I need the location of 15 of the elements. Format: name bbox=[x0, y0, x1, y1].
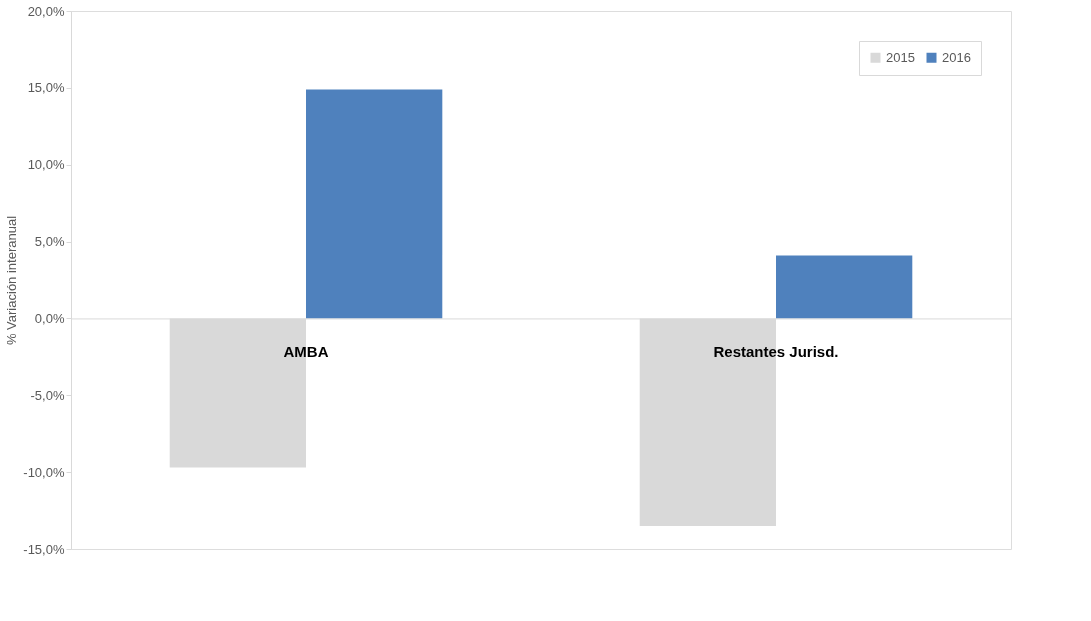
y-tick-label: -15,0% bbox=[23, 541, 65, 557]
legend-label: 2016 bbox=[942, 49, 971, 65]
bar bbox=[776, 255, 913, 319]
y-tick-label: 15,0% bbox=[27, 80, 65, 96]
y-tick-label: 20,0% bbox=[27, 3, 65, 19]
y-tick-label: 5,0% bbox=[34, 234, 65, 250]
y-tick-label: 0,0% bbox=[34, 310, 65, 326]
legend-label: 2015 bbox=[886, 49, 915, 65]
y-tick-label: -10,0% bbox=[23, 464, 65, 480]
y-tick-label: -5,0% bbox=[30, 387, 65, 403]
bar bbox=[306, 89, 443, 319]
y-tick-label: 10,0% bbox=[27, 157, 65, 173]
y-axis-title: % Variación interanual bbox=[4, 215, 20, 346]
x-tick-label: Restantes Jurisd. bbox=[713, 342, 839, 360]
x-tick-label: AMBA bbox=[283, 342, 329, 360]
